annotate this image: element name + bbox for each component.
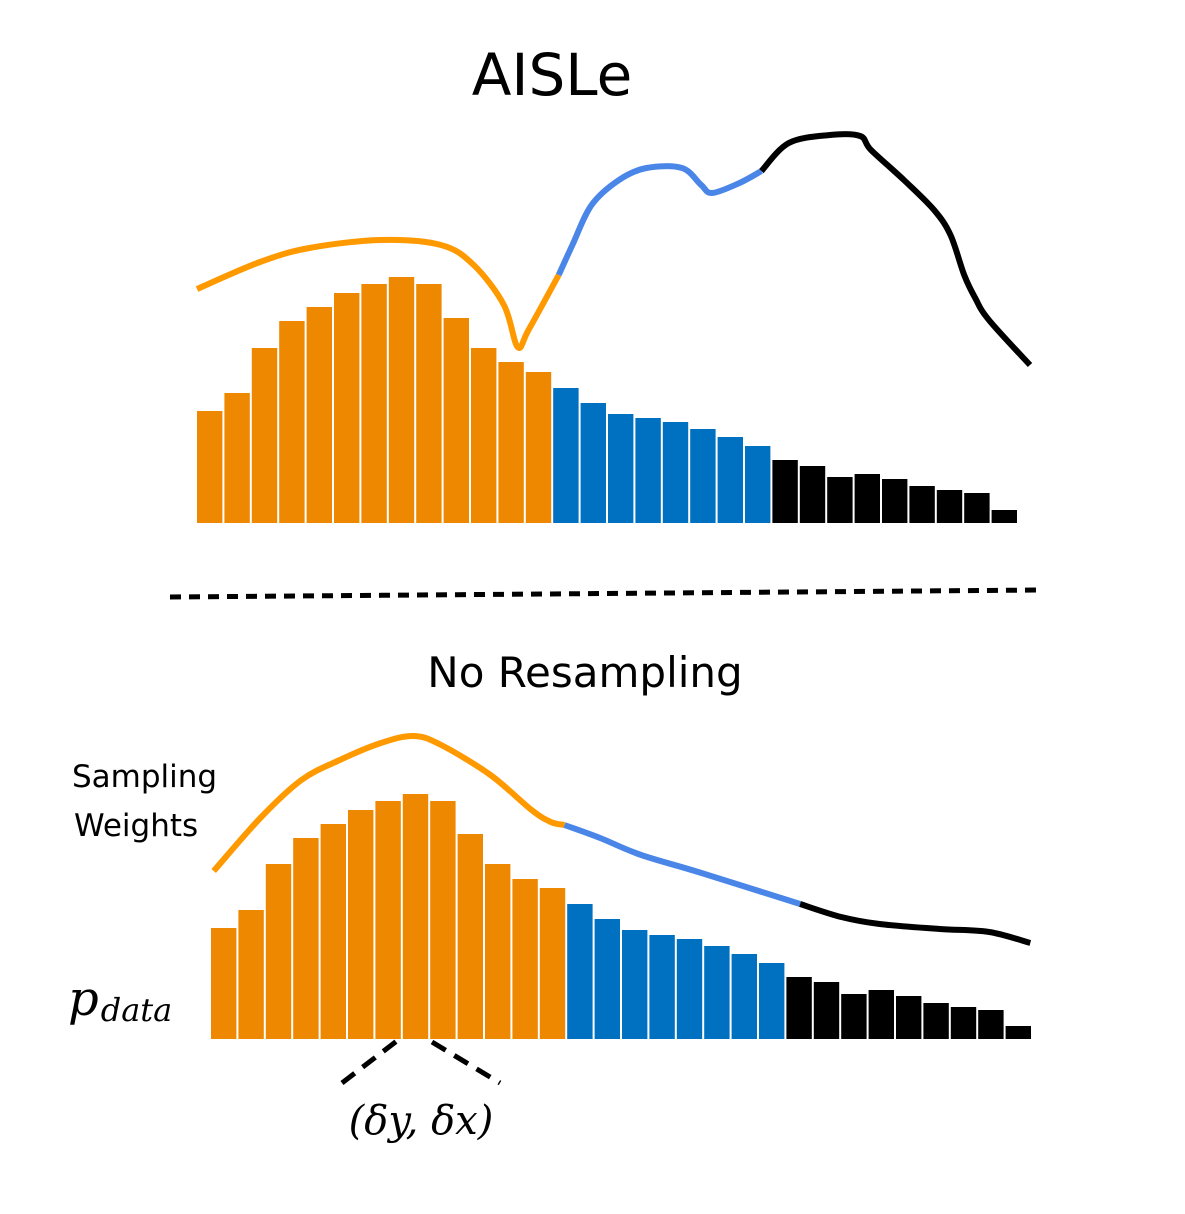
top-bar-blue bbox=[745, 446, 771, 523]
bottom-curve-black bbox=[799, 901, 1032, 946]
top-curve-blue bbox=[555, 163, 763, 277]
top-bar-blue bbox=[635, 418, 661, 523]
top-bar-orange bbox=[388, 277, 415, 523]
top-bar-blue bbox=[690, 429, 716, 523]
bottom-bar-black bbox=[896, 996, 922, 1039]
weights-label-line2: Weights bbox=[74, 808, 198, 844]
top-bar-black bbox=[964, 493, 990, 523]
bottom-bar-orange bbox=[238, 910, 264, 1039]
bottom-bar-orange bbox=[211, 928, 237, 1039]
top-bar-orange bbox=[334, 293, 360, 523]
section-divider bbox=[169, 587, 1043, 600]
bottom-bar-blue bbox=[759, 963, 785, 1039]
bottom-bar-black bbox=[978, 1010, 1004, 1039]
bottom-bar-blue bbox=[649, 935, 675, 1039]
bottom-bar-blue bbox=[731, 954, 757, 1039]
bottom-bar-black bbox=[923, 1003, 949, 1039]
pdata-main: p bbox=[68, 971, 99, 1027]
bottom-bar-orange bbox=[457, 834, 483, 1039]
bottom-bar-orange bbox=[485, 864, 511, 1039]
pdata-sub: data bbox=[101, 991, 173, 1029]
top-bar-black bbox=[909, 486, 935, 523]
top-bar-blue bbox=[662, 422, 689, 523]
bottom-bar-orange bbox=[430, 801, 456, 1039]
top-bar-black bbox=[882, 479, 908, 523]
top-bar-orange bbox=[471, 348, 497, 523]
top-bars bbox=[197, 277, 1017, 523]
top-bar-black bbox=[936, 490, 963, 523]
bottom-bar-orange bbox=[402, 794, 429, 1039]
top-bar-black bbox=[854, 474, 880, 523]
top-bar-orange bbox=[416, 284, 442, 523]
pdata-label: pdata bbox=[68, 971, 172, 1029]
bottom-bars bbox=[211, 794, 1031, 1039]
top-curve-orange bbox=[195, 236, 562, 351]
top-bar-blue bbox=[717, 437, 743, 523]
bottom-bar-black bbox=[786, 977, 812, 1039]
top-bar-black bbox=[991, 510, 1017, 523]
annotation-dash-right bbox=[430, 1039, 502, 1086]
bottom-bar-black bbox=[813, 982, 840, 1039]
top-bar-black bbox=[799, 466, 826, 523]
bottom-bar-blue bbox=[567, 904, 593, 1039]
bottom-bar-orange bbox=[512, 879, 538, 1039]
top-curve-black bbox=[759, 131, 1033, 368]
top-bar-black bbox=[772, 460, 798, 523]
bottom-bar-orange bbox=[265, 864, 292, 1039]
bottom-bar-black bbox=[950, 1007, 977, 1039]
bottom-chart-title: No Resampling bbox=[427, 648, 742, 697]
annotation-dash-left bbox=[340, 1038, 400, 1085]
weights-label-line1: Sampling bbox=[72, 759, 217, 795]
bottom-bar-orange bbox=[293, 838, 319, 1039]
bottom-bar-blue bbox=[622, 930, 648, 1039]
top-bar-blue bbox=[580, 403, 606, 523]
bottom-bar-blue bbox=[704, 946, 730, 1039]
bottom-bar-blue bbox=[676, 939, 703, 1039]
bottom-bar-black bbox=[868, 990, 894, 1039]
top-bar-orange bbox=[197, 411, 223, 523]
top-bar-orange bbox=[443, 318, 469, 523]
top-bar-blue bbox=[608, 414, 634, 523]
bottom-bar-orange bbox=[320, 824, 346, 1039]
top-bar-orange bbox=[361, 284, 387, 523]
top-chart-title: AISLe bbox=[472, 41, 633, 109]
bottom-bar-orange bbox=[375, 801, 401, 1039]
bottom-bar-black bbox=[841, 994, 867, 1039]
top-bar-orange bbox=[498, 362, 524, 523]
top-bar-orange bbox=[525, 372, 552, 523]
top-curve bbox=[195, 131, 1033, 368]
bottom-curve-orange bbox=[211, 732, 566, 873]
delta-annotation: (δy, δx) bbox=[349, 1098, 494, 1144]
top-bar-blue bbox=[553, 388, 579, 523]
bottom-bar-blue bbox=[594, 919, 620, 1039]
bottom-bar-black bbox=[1005, 1026, 1031, 1039]
bottom-bar-orange bbox=[348, 810, 374, 1039]
top-bar-orange bbox=[251, 348, 278, 523]
top-bar-black bbox=[827, 477, 853, 523]
bottom-bar-orange bbox=[539, 888, 566, 1039]
bottom-curve bbox=[211, 732, 1032, 946]
bottom-curve-blue bbox=[563, 822, 802, 907]
top-bar-orange bbox=[306, 307, 332, 523]
top-bar-orange bbox=[279, 321, 305, 523]
top-bar-orange bbox=[224, 393, 250, 523]
